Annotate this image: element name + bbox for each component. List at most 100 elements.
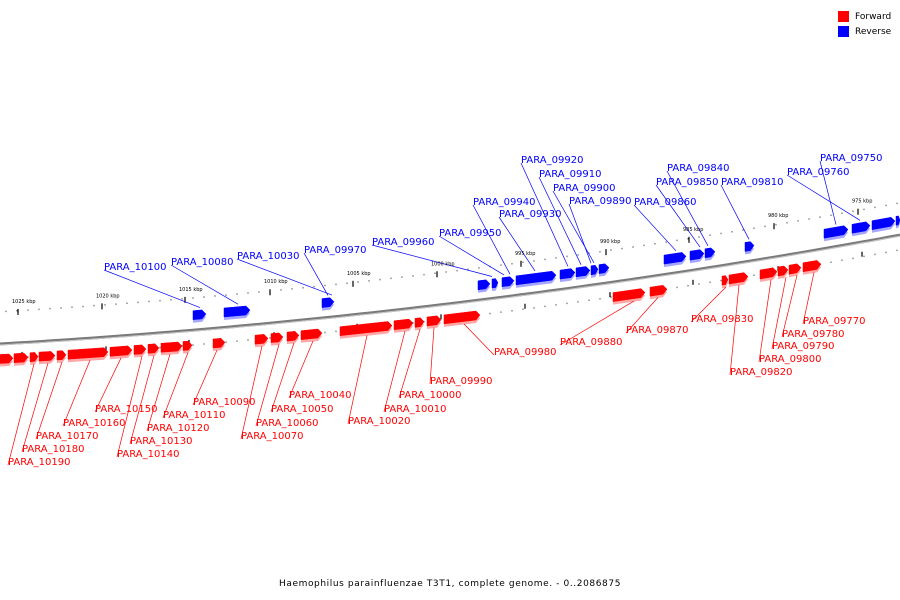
leader-line [383, 330, 406, 413]
gene-label: PARA_09800 [759, 354, 821, 365]
leader-line [625, 297, 659, 334]
gene-arrow [182, 340, 193, 351]
gene-label: PARA_09970 [304, 245, 366, 256]
gene-shadow [478, 282, 490, 293]
gene-arrow [339, 321, 393, 336]
gene-shadow [576, 269, 590, 280]
scale-label: 1025 kbp [12, 299, 36, 305]
gene-arrow [477, 279, 491, 291]
gene-shadow [492, 281, 498, 291]
leader-line [655, 184, 701, 248]
leader-line [472, 204, 511, 275]
gene-label: PARA_09910 [539, 169, 601, 180]
gene-arrow [728, 272, 749, 285]
scale-label: 990 kbp [600, 239, 620, 245]
gene-shadow [745, 244, 754, 255]
gene-arrow [160, 341, 183, 353]
gene-shadow [760, 270, 777, 282]
gene-arrow [192, 309, 207, 320]
gene-shadow [287, 334, 299, 345]
leader-line [94, 357, 122, 413]
genome-backbone [0, 233, 900, 346]
gene-arrow [559, 268, 576, 280]
gene-shadow [110, 348, 132, 360]
gene-arrow [254, 334, 269, 345]
gene-arrow [663, 252, 687, 265]
gene-shadow [224, 309, 250, 320]
gene-shadow [301, 332, 322, 343]
label-leader-lines [7, 160, 861, 466]
gene-label: PARA_09940 [473, 197, 535, 208]
gene-arrow [823, 225, 849, 239]
gene-arrow [788, 263, 802, 275]
gene-arrow [895, 215, 900, 226]
leader-line [255, 344, 280, 427]
scale-label: 985 kbp [683, 227, 703, 233]
gene-shadow [415, 320, 424, 331]
gene-arrow [802, 260, 822, 273]
leader-line [758, 279, 772, 363]
gene-shadow [705, 250, 715, 261]
gene-label: PARA_09950 [439, 228, 501, 239]
gene-arrow [426, 315, 442, 327]
gene-shadow [824, 228, 848, 242]
gene-arrow [147, 343, 160, 354]
gene-arrow [212, 338, 226, 349]
gene-shadow [39, 354, 55, 365]
gene-arrow [590, 264, 599, 276]
gene-label: PARA_10160 [63, 418, 125, 429]
gene-label: PARA_10190 [8, 457, 70, 468]
leader-line [819, 160, 837, 225]
reverse-swatch [838, 26, 849, 37]
leader-line [21, 362, 49, 453]
gene-shadow [803, 263, 821, 275]
leader-line [270, 342, 295, 413]
gene-shadow [193, 312, 206, 323]
gene-shadow [502, 279, 514, 290]
gene-label: PARA_09960 [372, 237, 434, 248]
leader-line [438, 235, 505, 276]
gene-label: PARA_10110 [163, 410, 225, 421]
leader-line [288, 340, 314, 399]
gene-label: PARA_09760 [787, 167, 849, 178]
leader-line [802, 272, 815, 325]
backbone-highlight [0, 235, 900, 346]
gene-arrow [67, 347, 109, 360]
gene-shadow [322, 300, 334, 311]
gene-shadow [599, 266, 609, 277]
gene-label: PARA_10180 [22, 444, 84, 455]
gene-label: PARA_10020 [348, 416, 410, 427]
scale-label: 1020 kbp [96, 293, 120, 299]
leader-line [303, 252, 329, 296]
gene-labels: PARA_09750 PARA_09760 PARA_09810 PARA_09840… [8, 153, 882, 468]
gene-arrow [109, 345, 133, 357]
gene-label: PARA_10040 [289, 390, 351, 401]
gene-label: PARA_10080 [171, 257, 233, 268]
leader-line [520, 162, 569, 267]
leader-line [236, 258, 333, 296]
leader-line [690, 286, 727, 323]
gene-shadow [729, 275, 748, 287]
gene-arrow [223, 305, 251, 318]
leader-line [498, 216, 536, 272]
scale-label: 975 kbp [852, 199, 872, 205]
legend-forward: Forward [838, 9, 891, 24]
gene-arrow [721, 275, 729, 286]
gene-shadow [872, 220, 895, 233]
gene-arrow [0, 353, 14, 364]
gene-label: PARA_10130 [130, 436, 192, 447]
gene-label: PARA_10150 [95, 404, 157, 415]
scale-label: 1015 kbp [179, 287, 203, 293]
leader-line [7, 363, 35, 466]
legend-reverse: Reverse [838, 24, 891, 39]
scale-label: 980 kbp [768, 213, 788, 219]
scale-labels: 975 kbp 980 kbp 985 kbp 990 kbp 995 kbp 1000 … [12, 199, 872, 305]
gene-arrow [598, 263, 610, 274]
gene-arrow [871, 217, 896, 230]
gene-arrow [491, 278, 499, 289]
leader-line [771, 277, 787, 350]
gene-label: PARA_10070 [241, 431, 303, 442]
gene-shadow [896, 218, 900, 229]
leader-line [463, 323, 495, 356]
gene-arrow [321, 297, 335, 308]
